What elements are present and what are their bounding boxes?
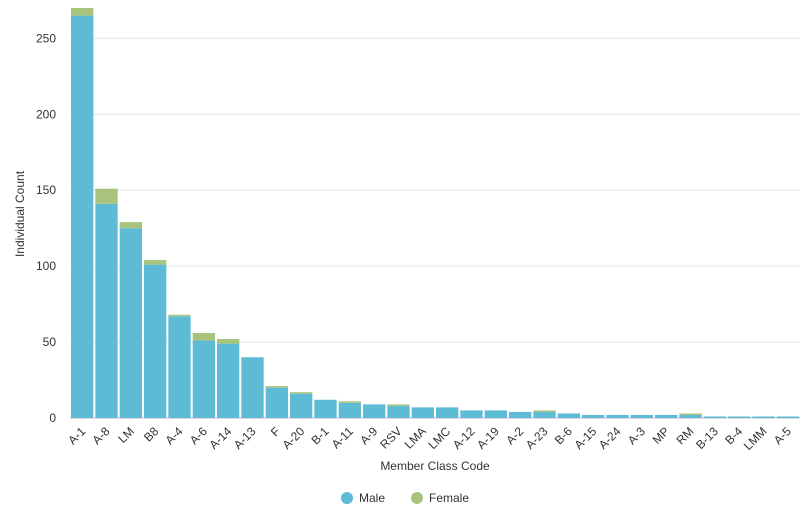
bar-male-a-4[interactable] [168,316,191,418]
bar-male-a-20[interactable] [290,393,313,418]
bar-male-b-13[interactable] [703,416,726,418]
x-tick-label: A-5 [771,424,794,447]
bar-male-a-6[interactable] [192,340,215,418]
x-tick-label: LMA [402,424,429,451]
bar-female-b8[interactable] [144,260,167,265]
legend: Male Female [0,488,810,508]
x-tick-label: A-9 [357,424,380,447]
bar-male-a-1[interactable] [71,15,94,419]
bar-male-a-5[interactable] [776,416,799,418]
x-tick-label: B-13 [693,424,721,452]
bar-female-a-23[interactable] [533,410,556,412]
bars [71,8,799,419]
bar-female-a-6[interactable] [192,332,215,341]
bar-male-a-11[interactable] [338,402,361,418]
x-tick-label: A-6 [187,424,210,447]
bar-female-a-1[interactable] [71,8,94,16]
bar-male-b8[interactable] [144,264,167,418]
bar-male-a-13[interactable] [241,357,264,418]
x-tick-label: B-1 [309,424,332,447]
y-tick-label: 200 [36,107,56,121]
legend-swatch-female [411,492,423,504]
bar-male-a-24[interactable] [606,414,629,418]
bar-male-a-15[interactable] [582,414,605,418]
x-tick-label: A-4 [163,424,186,447]
x-tick-label: A-20 [279,424,307,452]
x-tick-label: A-1 [65,424,88,447]
bar-female-rsv[interactable] [387,404,410,406]
bar-female-a-4[interactable] [168,314,191,317]
y-tick-label: 0 [49,411,56,425]
y-tick-label: 50 [43,335,57,349]
x-tick-label: LMM [741,424,770,453]
x-tick-label: A-23 [523,424,551,452]
legend-item-female[interactable]: Female [411,491,469,505]
x-tick-label: A-3 [625,424,648,447]
bar-male-a-2[interactable] [509,411,532,418]
legend-label-female: Female [429,491,470,505]
bar-male-a-9[interactable] [363,404,386,418]
x-tick-label: B-6 [552,424,575,447]
x-tick-label: A-15 [571,424,599,452]
x-tick-label: A-11 [329,424,356,451]
x-tick-label: RM [674,424,697,447]
bar-male-b-4[interactable] [728,416,751,418]
gridlines [70,37,800,419]
bar-male-lmm[interactable] [752,416,775,418]
x-tick-label: A-12 [450,424,478,452]
bar-male-rm[interactable] [679,414,702,418]
x-tick-label: LMC [425,424,453,452]
x-axis-ticks: A-1 A-8 LM B8 A-4 A-6A-14A-13 FA-20 B-1A-11 A-9R… [65,424,794,453]
bar-male-lmc[interactable] [436,407,459,418]
bar-female-a-14[interactable] [217,339,240,344]
y-tick-label: 100 [36,259,56,273]
x-axis-title: Member Class Code [380,459,490,473]
bar-male-lma[interactable] [411,407,434,418]
bar-female-rm[interactable] [679,413,702,415]
bar-male-f[interactable] [265,387,288,418]
bar-male-a-14[interactable] [217,343,240,418]
legend-label-male: Male [358,491,385,505]
bar-male-a-12[interactable] [460,410,483,418]
x-tick-label: MP [650,424,673,447]
x-tick-label: A-14 [206,424,234,452]
x-tick-label: A-13 [231,424,259,452]
x-tick-label: RSV [377,424,404,451]
bar-male-a-19[interactable] [484,410,507,418]
bar-male-rsv[interactable] [387,405,410,418]
bar-female-a-11[interactable] [338,401,361,403]
bar-male-lm[interactable] [119,228,142,418]
bar-female-lm[interactable] [119,222,142,229]
x-tick-label: A-8 [90,424,113,447]
bar-male-b-6[interactable] [557,413,580,418]
bar-male-a-23[interactable] [533,411,556,418]
bar-male-a-3[interactable] [630,414,653,418]
bar-female-a-8[interactable] [95,188,118,204]
y-tick-label: 250 [36,31,56,45]
x-tick-label: A-19 [474,424,502,452]
x-tick-label: A-2 [503,424,526,447]
bar-male-a-8[interactable] [95,203,118,418]
x-tick-label: A-24 [596,424,624,452]
x-tick-label: B8 [141,424,162,445]
legend-item-male[interactable]: Male [340,491,385,505]
y-axis-ticks: 0 50 100 150 200 250 [36,31,56,425]
bar-female-f[interactable] [265,386,288,388]
legend-swatch-male [340,492,353,504]
bar-female-a-20[interactable] [290,392,313,394]
y-tick-label: 150 [36,183,56,197]
x-tick-label: LM [115,424,137,446]
y-axis-title: Individual Count [13,170,27,257]
bar-male-mp[interactable] [655,414,678,418]
x-tick-label: F [268,424,283,439]
bar-male-b-1[interactable] [314,399,337,418]
